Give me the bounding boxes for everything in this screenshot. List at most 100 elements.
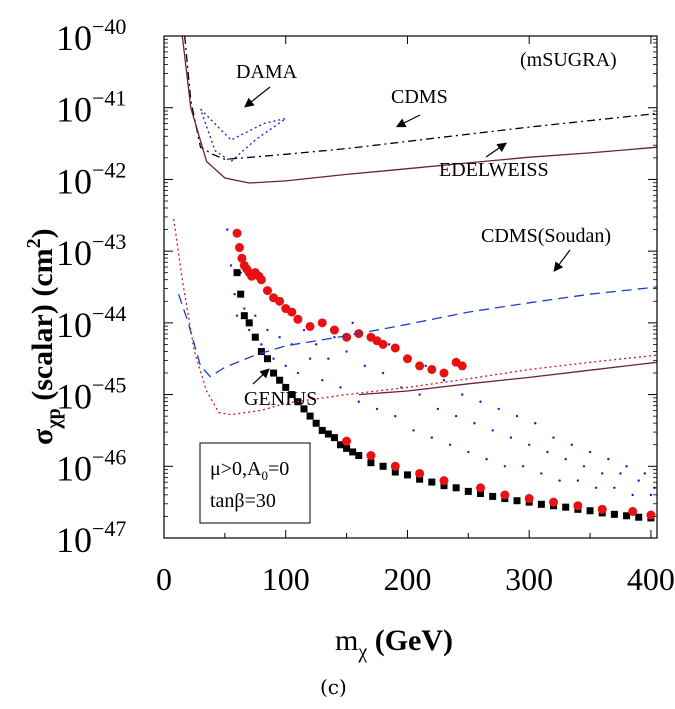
series-0-point-14 (296, 371, 300, 375)
series-1-point-4 (251, 333, 259, 341)
series-1-point-40 (586, 507, 594, 515)
y-tick-label-0: 10−40 (56, 14, 126, 58)
series-2-point-14 (287, 307, 297, 317)
series-2-point-17 (317, 318, 327, 328)
series-0-point-59 (570, 443, 573, 446)
series-2-point-32 (366, 451, 376, 461)
params-line1-sub: 0 (261, 468, 268, 483)
series-1-point-32 (489, 492, 497, 500)
series-1-point-36 (537, 500, 545, 508)
model-label: (mSUGRA) (520, 49, 617, 71)
series-0-point-71 (643, 472, 647, 475)
series-0-point-3 (235, 314, 239, 317)
y-tick-label-exp-7: −47 (92, 516, 126, 541)
series-0-point-37 (436, 407, 440, 411)
series-0-point-35 (424, 364, 427, 368)
cdms-soudan-label: CDMS(Soudan) (481, 225, 611, 247)
y-tick-label-exp-3: −43 (92, 229, 126, 254)
series-1-point-7 (270, 369, 278, 377)
series-2-point-40 (573, 501, 583, 511)
series-0-point-24 (357, 400, 360, 403)
y-axis-label-main: σ (26, 428, 59, 445)
y-axis-label-sub: χp (43, 408, 65, 429)
series-2-point-43 (646, 510, 656, 520)
series-2-point-19 (342, 332, 352, 342)
series-1-point-21 (355, 452, 363, 460)
edelweiss-label: EDELWEISS (439, 159, 549, 181)
curve-edelweiss (181, 36, 657, 184)
cdms-label: CDMS (391, 86, 448, 108)
x-tick-label-1: 100 (262, 561, 310, 597)
y-axis-label-rest: (scalar) (cm (26, 248, 59, 408)
series-2-point-1 (234, 243, 244, 253)
curve-genius (173, 218, 657, 416)
y-tick-label-base-7: 10 (56, 520, 92, 560)
cdms-soudan-arrow (553, 249, 571, 272)
series-2-point-2 (237, 253, 247, 263)
series-0-point-15 (302, 328, 306, 332)
series-1-point-42 (610, 510, 618, 518)
series-1-point-31 (476, 490, 484, 498)
series-1-point-24 (391, 468, 399, 476)
series-1-point-16 (324, 430, 332, 438)
series-2-point-12 (275, 296, 285, 306)
series-1-point-28 (440, 482, 448, 490)
dama-label: DAMA (236, 61, 298, 83)
edelweiss-arrow (485, 142, 507, 158)
y-tick-label-6: 10−46 (56, 444, 126, 488)
y-tick-label-exp-2: −42 (92, 157, 126, 182)
series-0-point-34 (418, 393, 421, 396)
series-2-point-25 (402, 354, 412, 364)
series-2-point-28 (439, 368, 449, 378)
series-1-point-6 (263, 355, 271, 363)
series-0-point-25 (363, 364, 367, 368)
params-line1-suffix: =0 (268, 458, 289, 480)
x-tick-label-2: 200 (383, 561, 431, 597)
series-0-point-20 (333, 336, 336, 339)
series-1-point-19 (343, 444, 351, 452)
series-1-point-12 (300, 405, 308, 413)
series-0-point-21 (339, 386, 342, 389)
series-0-point-41 (461, 393, 464, 396)
series-0-point-54 (540, 472, 543, 475)
series-0-point-40 (454, 414, 458, 418)
curve-cdms-soudan- (177, 286, 657, 378)
series-2-point-18 (329, 325, 339, 335)
genius-arrow (252, 368, 270, 385)
series-2-point-39 (549, 497, 559, 507)
y-tick-label-base-4: 10 (56, 305, 92, 345)
series-0-point-2 (233, 292, 236, 296)
series-2-point-41 (597, 504, 607, 514)
y-tick-label-base-6: 10 (56, 448, 92, 488)
params-line2: tanβ=30 (210, 490, 276, 512)
series-2-point-31 (342, 436, 352, 446)
series-0-point-61 (582, 465, 586, 468)
curve-extra-5 (358, 361, 657, 396)
y-tick-label-4: 10−44 (56, 301, 126, 345)
x-tick-label-3: 300 (505, 561, 553, 597)
y-tick-label-base-1: 10 (56, 90, 92, 130)
series-0-point-60 (576, 479, 580, 482)
y-tick-label-base-0: 10 (56, 18, 92, 58)
series-1-point-14 (312, 419, 320, 427)
series-0-point-66 (613, 486, 616, 489)
series-1-point-9 (282, 383, 290, 391)
y-tick-label-1: 10−41 (56, 86, 126, 130)
series-0-point-43 (473, 422, 476, 425)
plot-frame (163, 35, 658, 539)
chart-marks (173, 36, 657, 522)
genius-label: GENIUS (244, 388, 317, 410)
series-0-point-50 (515, 414, 519, 418)
y-tick-label-2: 10−42 (56, 157, 126, 201)
y-tick-label-exp-4: −44 (92, 301, 126, 326)
series-2-point-36 (475, 483, 485, 493)
series-0-point-29 (387, 343, 391, 346)
series-0-point-5 (243, 307, 246, 310)
series-1-point-34 (513, 497, 521, 505)
series-0-point-11 (278, 336, 281, 339)
series-2-point-33 (390, 461, 400, 471)
series-2-point-26 (415, 361, 425, 371)
series-1-point-29 (452, 484, 460, 492)
series-0-point-12 (284, 364, 287, 368)
